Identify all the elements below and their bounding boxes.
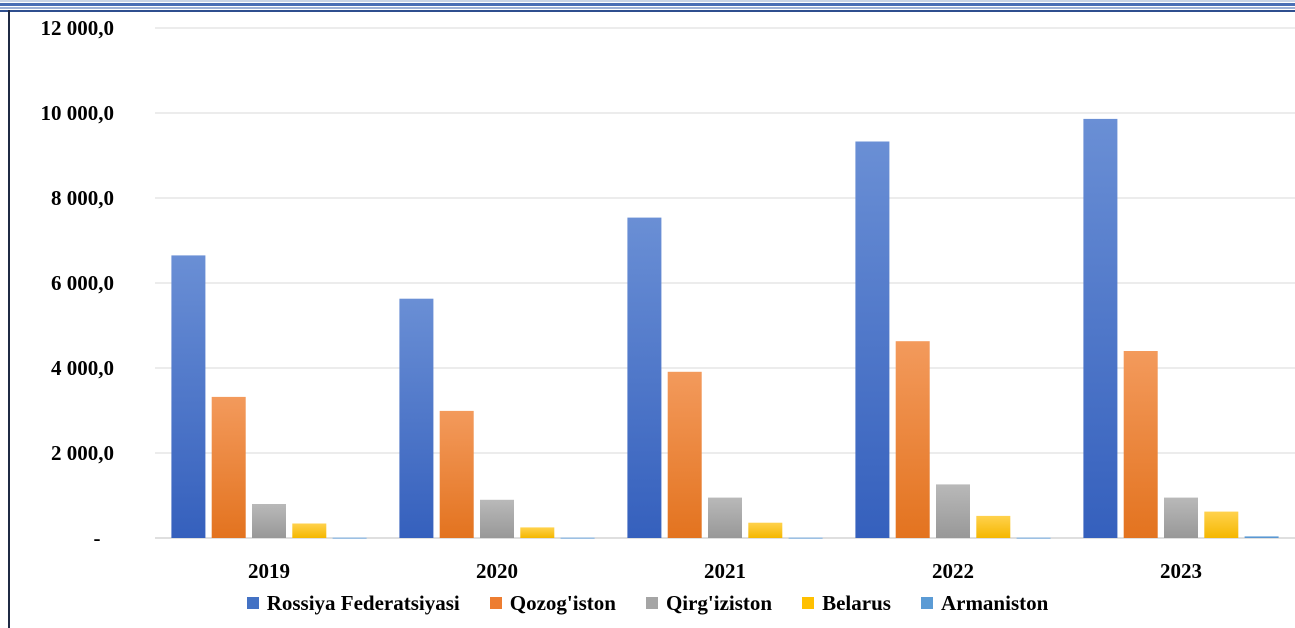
bar-rossiya-federatsiyasi-2020 <box>399 298 434 538</box>
x-category-label: 2021 <box>704 559 746 583</box>
x-category-label: 2019 <box>248 559 290 583</box>
legend-item: Qirg'iziston <box>645 590 773 616</box>
bar-belarus-2022 <box>976 515 1011 538</box>
x-axis-category-labels: 2019 2020 2021 2022 2023 <box>248 559 1202 583</box>
bar-qozog-iston-2020 <box>439 410 474 538</box>
bar-chart: - 2 000,0 4 000,0 6 000,0 8 000,0 10 000,0 12 … <box>41 16 1295 583</box>
y-tick-label: 10 000,0 <box>41 101 115 125</box>
bar-armaniston-2023 <box>1244 536 1279 538</box>
y-tick-label: 12 000,0 <box>41 16 115 40</box>
bar-belarus-2023 <box>1204 511 1239 538</box>
bars <box>171 118 1279 539</box>
bar-rossiya-federatsiyasi-2019 <box>171 255 206 538</box>
bar-qirg-iziston-2019 <box>252 504 286 538</box>
bar-belarus-2019 <box>292 523 327 538</box>
bar-armaniston-2022 <box>1016 537 1051 539</box>
legend-item: Belarus <box>802 591 891 616</box>
bar-rossiya-federatsiyasi-2021 <box>627 217 662 538</box>
bar-qirg-iziston-2020 <box>480 499 514 539</box>
bar-armaniston-2021 <box>788 537 823 539</box>
legend-swatch <box>920 597 933 609</box>
legend-item: Armaniston <box>920 590 1049 616</box>
x-category-label: 2020 <box>476 559 518 583</box>
top-border-rule <box>0 0 1295 12</box>
legend-label: Belarus <box>822 590 891 615</box>
bar-belarus-2021 <box>748 522 783 538</box>
y-tick-label: 4 000,0 <box>51 356 114 380</box>
legend-item: Qozog'iston <box>489 590 616 616</box>
bar-qozog-iston-2022 <box>895 341 930 538</box>
bar-qirg-iziston-2021 <box>708 497 742 538</box>
bar-qozog-iston-2021 <box>667 371 702 538</box>
bar-qozog-iston-2019 <box>211 396 246 538</box>
legend-label: Rossiya Federatsiyasi <box>266 590 460 615</box>
bar-armaniston-2020 <box>560 537 595 539</box>
x-category-label: 2022 <box>932 559 974 583</box>
legend-swatch <box>246 597 259 609</box>
legend-swatch <box>489 597 502 609</box>
legend-swatch <box>645 597 658 609</box>
bar-qirg-iziston-2023 <box>1164 497 1198 538</box>
legend-label: Qozog'iston <box>509 590 616 615</box>
y-axis-tick-labels: - 2 000,0 4 000,0 6 000,0 8 000,0 10 000,0 12 … <box>41 16 115 550</box>
legend-label: Qirg'iziston <box>665 590 773 615</box>
legend-swatch <box>802 597 815 609</box>
bar-belarus-2020 <box>520 527 555 538</box>
bar-qozog-iston-2023 <box>1123 351 1158 538</box>
y-tick-label: 8 000,0 <box>51 186 114 210</box>
y-tick-label: 2 000,0 <box>51 441 114 465</box>
x-category-label: 2023 <box>1160 559 1202 583</box>
bar-rossiya-federatsiyasi-2023 <box>1083 118 1118 539</box>
bar-qirg-iziston-2022 <box>936 484 970 538</box>
left-border-rule <box>8 10 10 628</box>
bar-rossiya-federatsiyasi-2022 <box>855 141 890 538</box>
y-tick-label: 6 000,0 <box>51 271 114 295</box>
legend-item: Rossiya Federatsiyasi <box>246 590 460 616</box>
legend: Rossiya Federatsiyasi Qozog'iston Qirg'izi… <box>0 588 1295 618</box>
bar-armaniston-2019 <box>332 537 367 539</box>
y-tick-label: - <box>94 526 101 550</box>
legend-label: Armaniston <box>940 590 1049 615</box>
